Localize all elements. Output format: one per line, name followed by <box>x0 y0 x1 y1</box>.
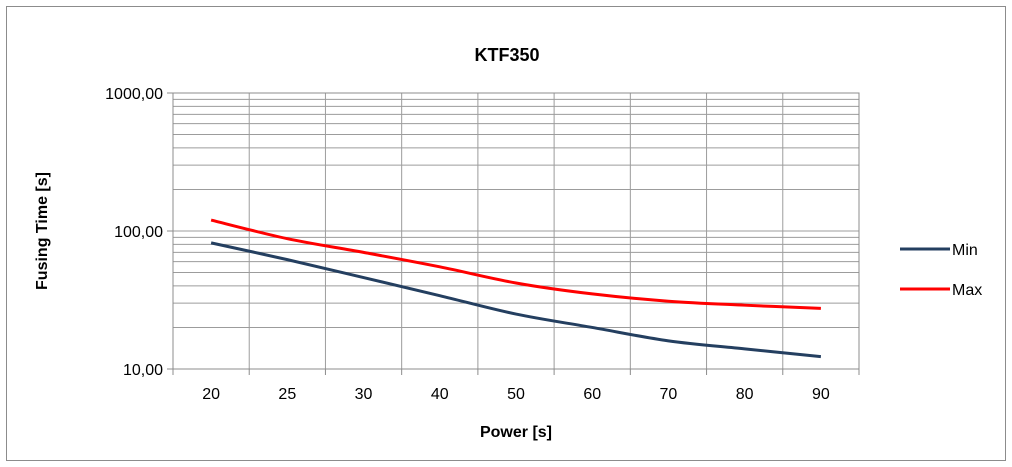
x-tick-label: 50 <box>507 386 525 403</box>
y-tick-label: 100,00 <box>114 224 163 241</box>
chart-frame: 10,00 100,00 1000,00 20 25 30 40 50 60 70 80 90 KT… <box>6 6 1006 461</box>
legend-label-min: Min <box>952 242 978 259</box>
y-tick-label: 1000,00 <box>105 86 163 103</box>
x-axis-title: Power [s] <box>480 424 552 441</box>
x-tick-label: 80 <box>736 386 754 403</box>
legend: Min Max <box>900 242 982 299</box>
x-tick-label: 40 <box>431 386 449 403</box>
chart-title: KTF350 <box>474 45 539 65</box>
series-lines <box>210 218 822 359</box>
grid-lines <box>173 92 859 370</box>
y-axis-title: Fusing Time [s] <box>34 172 51 290</box>
legend-label-max: Max <box>952 282 982 299</box>
x-axis-ticks: 20 25 30 40 50 60 70 80 90 <box>172 369 860 403</box>
line-chart: 10,00 100,00 1000,00 20 25 30 40 50 60 70 80 90 KT… <box>34 45 982 441</box>
x-tick-label: 90 <box>812 386 830 403</box>
x-tick-label: 30 <box>355 386 373 403</box>
x-tick-label: 20 <box>202 386 220 403</box>
series-line-min <box>210 241 822 359</box>
y-axis-ticks: 10,00 100,00 1000,00 <box>105 86 173 379</box>
x-tick-label: 70 <box>660 386 678 403</box>
series-line-max <box>210 218 821 310</box>
y-tick-label: 10,00 <box>123 362 163 379</box>
x-tick-label: 60 <box>583 386 601 403</box>
x-tick-label: 25 <box>278 386 296 403</box>
